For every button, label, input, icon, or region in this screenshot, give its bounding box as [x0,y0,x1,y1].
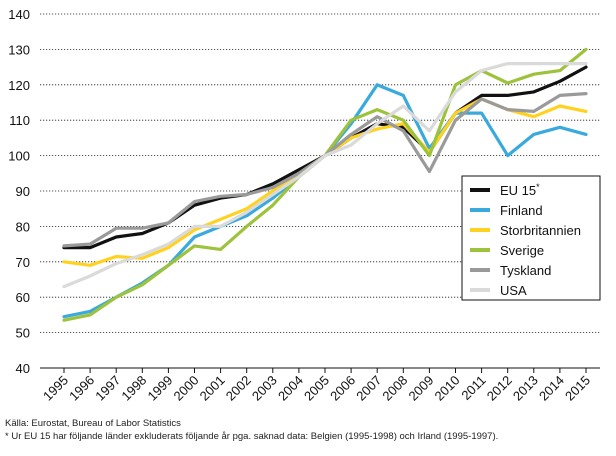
x-tick-label: 2009 [405,373,436,404]
legend-label-usa: USA [500,283,527,298]
legend-label-eu-15: EU 15* [500,182,540,198]
legend: EU 15* Finland Storbritannien Sverige Tyskla… [461,175,601,301]
series-layer [62,47,588,322]
grid-layer [40,13,600,369]
x-tick-label: 2015 [562,373,593,404]
x-tick-label: 2011 [458,373,488,403]
x-tick-label: 2010 [432,373,463,404]
y-tick-label: 80 [16,219,30,234]
legend-label-sverige: Sverige [500,243,544,258]
legend-label-storbritannien: Storbritannien [500,223,581,238]
y-tick-label: 90 [16,184,30,199]
x-tick-label: 2013 [510,373,541,404]
x-tick-label: 2000 [171,373,202,404]
y-tick-label: 130 [8,42,30,57]
y-tick-label: 110 [9,113,30,128]
x-tick-label: 2008 [379,373,410,404]
x-tick-label: 2006 [327,373,358,404]
x-tick-label: 2002 [223,373,254,404]
y-tick-label: 120 [8,78,30,93]
y-tick-label: 40 [16,361,30,376]
y-tick-label: 60 [16,290,30,305]
x-tick-label: 1998 [118,373,149,404]
y-tick-label: 140 [8,7,30,22]
legend-label-tyskland: Tyskland [500,263,551,278]
x-tick-label: 2005 [301,373,332,404]
x-tick-label: 2014 [536,373,567,404]
x-tick-label: 1997 [92,373,123,404]
asterisk-footnote: * Ur EU 15 har följande länder exkludera… [5,431,499,442]
legend-asterisk: * [536,182,540,192]
y-tick-label: 70 [16,255,30,270]
x-tick-label: 2003 [249,373,280,404]
y-tick-label: 100 [8,149,30,164]
source-note: Källa: Eurostat, Bureau of Labor Statist… [5,418,181,429]
series-line-usa [62,61,588,289]
x-tick-label: 1995 [40,373,71,404]
x-tick-label: 1996 [66,373,97,404]
x-tick-label: 2007 [353,373,384,404]
y-tick-label: 50 [16,326,30,341]
legend-box [461,175,601,301]
legend-label-finland: Finland [500,203,543,218]
x-tick-label: 2001 [197,373,228,404]
x-tick-label: 2004 [275,373,306,404]
x-tick-label: 2012 [484,373,515,404]
x-tick-label: 1999 [144,373,175,404]
